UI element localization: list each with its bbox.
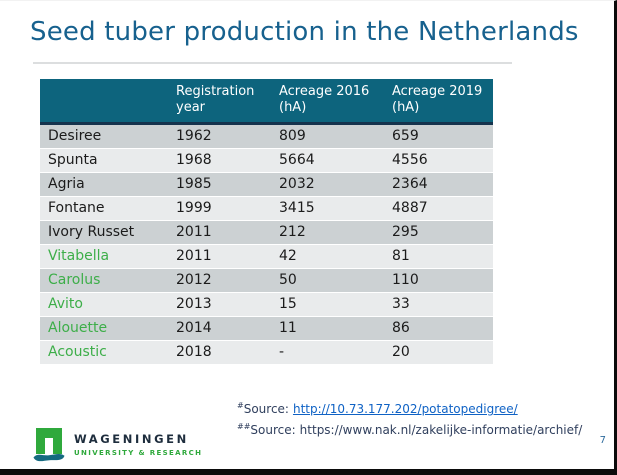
sources-block: #Source: http://10.73.177.202/potatopedig…: [237, 397, 582, 439]
value-cell: 2032: [271, 172, 384, 197]
column-header-acreage-2019: Acreage 2019 (hA): [384, 79, 493, 125]
column-header-registration-year: Registration year: [168, 79, 271, 125]
value-cell: 33: [384, 292, 493, 317]
variety-cell: Vitabella: [40, 244, 168, 269]
table-row: Agria 1985 2032 2364: [40, 172, 493, 197]
column-header-acreage-2016: Acreage 2016 (hA): [271, 79, 384, 125]
value-cell: 110: [384, 268, 493, 293]
value-cell: 3415: [271, 196, 384, 221]
value-cell: 11: [271, 316, 384, 341]
table-row: Vitabella 2011 42 81: [40, 244, 493, 269]
source-label-1: Source:: [243, 402, 289, 416]
value-cell: 212: [271, 220, 384, 245]
source-line-1: #Source: http://10.73.177.202/potatopedig…: [237, 397, 582, 418]
value-cell: 1968: [168, 148, 271, 173]
value-cell: 86: [384, 316, 493, 341]
variety-cell: Alouette: [40, 316, 168, 341]
value-cell: -: [271, 340, 384, 365]
value-cell: 50: [271, 268, 384, 293]
value-cell: 2013: [168, 292, 271, 317]
table-body: Desiree 1962 809 659 Spunta 1968 5664 4556 Agria…: [40, 123, 493, 365]
source-url-2: https://www.nak.nl/zakelijke-informatie/…: [299, 423, 583, 437]
logo-subtitle: UNIVERSITY & RESEARCH: [74, 449, 203, 457]
value-cell: 809: [271, 123, 384, 149]
value-cell: 659: [384, 123, 493, 149]
logo-title: WAGENINGEN: [74, 432, 189, 446]
page-number: 7: [599, 435, 606, 446]
value-cell: 1999: [168, 196, 271, 221]
table-row: Acoustic 2018-20: [40, 340, 493, 365]
source-link[interactable]: http://10.73.177.202/potatopedigree/: [292, 402, 518, 416]
value-cell: 15: [271, 292, 384, 317]
value-cell: 42: [271, 244, 384, 269]
variety-cell: Carolus: [40, 268, 168, 293]
value-cell: 295: [384, 220, 493, 245]
wageningen-logo: WAGENINGEN UNIVERSITY & RESEARCH: [33, 428, 202, 464]
value-cell: 81: [384, 244, 493, 269]
variety-cell: Desiree: [40, 123, 168, 149]
table-row: Ivory Russet 2011 212 295: [40, 220, 493, 245]
table-header-row: Registration year Acreage 2016 (hA) Acre…: [40, 79, 493, 125]
value-cell: 1985: [168, 172, 271, 197]
variety-cell: Spunta: [40, 148, 168, 173]
value-cell: 2018: [168, 340, 271, 365]
value-cell: 2012: [168, 268, 271, 293]
column-header-variety: [40, 79, 168, 125]
variety-cell: Avito: [40, 292, 168, 317]
value-cell: 4556: [384, 148, 493, 173]
variety-cell: Acoustic: [40, 340, 168, 365]
value-cell: 5664: [271, 148, 384, 173]
wageningen-tree-icon: [33, 428, 65, 462]
source-label-2: Source:: [250, 423, 296, 437]
value-cell: 2011: [168, 220, 271, 245]
variety-cell: Ivory Russet: [40, 220, 168, 245]
table-row: Carolus 2012 50 110: [40, 268, 493, 293]
page-title: Seed tuber production in the Netherlands: [30, 17, 579, 47]
value-cell: 4887: [384, 196, 493, 221]
table-row: Fontane 1999 3415 4887: [40, 196, 493, 221]
logo-text-block: WAGENINGEN UNIVERSITY & RESEARCH: [74, 432, 202, 457]
table-row: Alouette 2014 11 86: [40, 316, 493, 341]
value-cell: 2014: [168, 316, 271, 341]
source-marker-2: ##: [237, 422, 251, 431]
table-row: Spunta 1968 5664 4556: [40, 148, 493, 173]
table-row: Avito 2013 15 33: [40, 292, 493, 317]
variety-cell: Agria: [40, 172, 168, 197]
source-line-2: ##Source: https://www.nak.nl/zakelijke-in…: [237, 418, 582, 439]
value-cell: 2364: [384, 172, 493, 197]
variety-cell: Fontane: [40, 196, 168, 221]
seed-tuber-table: Registration year Acreage 2016 (hA) Acre…: [40, 79, 493, 365]
title-divider: [33, 62, 512, 64]
value-cell: 1962: [168, 123, 271, 149]
value-cell: 20: [384, 340, 493, 365]
source-marker-1: #: [237, 401, 244, 410]
value-cell: 2011: [168, 244, 271, 269]
table-row: Desiree 1962 809 659: [40, 123, 493, 149]
